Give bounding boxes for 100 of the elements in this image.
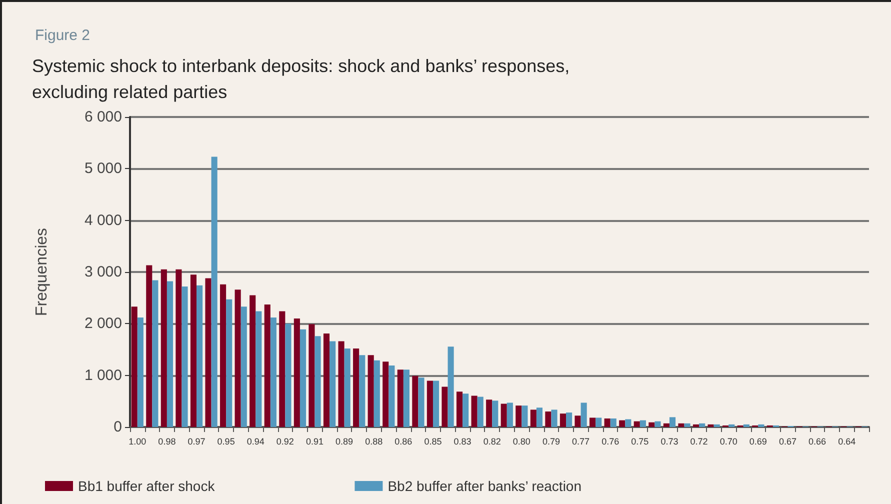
bar: [294, 318, 300, 427]
bar: [442, 386, 448, 427]
bar: [619, 420, 626, 427]
x-tick-label: 0.79: [542, 436, 560, 446]
x-tick-label: 0.86: [394, 436, 412, 446]
bar: [388, 366, 395, 427]
bar: [432, 380, 440, 427]
x-tick-label: 0.77: [572, 436, 590, 446]
bar: [418, 378, 424, 427]
x-tick-label: 0.66: [808, 436, 826, 446]
bar: [300, 329, 306, 427]
bar: [211, 156, 218, 427]
x-tick-label: 0.92: [276, 436, 294, 446]
x-tick-label: 0.69: [749, 436, 767, 446]
bar: [699, 423, 706, 427]
bar: [382, 362, 389, 427]
bar: [516, 406, 522, 427]
bar: [359, 355, 366, 427]
bar: [743, 424, 750, 427]
bar: [456, 392, 463, 427]
bar: [279, 311, 286, 427]
x-tick-label: 0.91: [306, 436, 324, 446]
bar: [566, 412, 572, 427]
bar: [471, 396, 478, 427]
bar: [160, 269, 167, 427]
bar: [448, 346, 454, 427]
bar: [648, 422, 655, 427]
bar: [240, 306, 247, 427]
bar: [374, 360, 380, 427]
bar: [190, 274, 197, 427]
bar: [166, 281, 174, 427]
chart-title: Systemic shock to interbank deposits: shock and banks’ responses, excluding related parties: [32, 56, 570, 102]
y-tick-label: 3 000: [84, 264, 122, 280]
bar: [308, 324, 315, 427]
x-tick-label: 0.80: [512, 436, 530, 446]
bar: [574, 416, 581, 427]
y-tick-label: 6 000: [84, 108, 122, 126]
bar: [604, 418, 610, 427]
bar: [610, 418, 616, 427]
x-tick-label: 0.72: [690, 436, 708, 446]
y-tick-label: 1 000: [84, 366, 122, 384]
x-tick-label: 0.67: [778, 436, 796, 446]
bar: [477, 396, 484, 427]
x-tick-label: 0.89: [336, 436, 354, 446]
bar: [684, 423, 690, 427]
bar: [580, 402, 587, 427]
bar: [234, 290, 241, 427]
bar: [131, 306, 138, 427]
bar: [137, 317, 144, 427]
bar: [152, 280, 158, 427]
x-tick-label: 0.94: [246, 436, 264, 446]
bar: [344, 348, 350, 427]
y-axis-title: Frequencies: [34, 228, 50, 316]
bar: [560, 414, 566, 427]
bar: [678, 423, 684, 427]
bar: [182, 286, 188, 427]
bar: [625, 419, 632, 427]
x-tick-label: 0.76: [602, 436, 620, 446]
x-tick-label: 0.85: [424, 436, 442, 446]
legend-label: Bb2 buffer after banks’ reaction: [388, 478, 582, 494]
x-tick-label: 0.83: [454, 436, 472, 446]
bar: [530, 410, 536, 427]
bar: [492, 400, 498, 427]
bar: [146, 265, 152, 427]
bar: [176, 269, 182, 427]
x-tick-label: 0.64: [838, 436, 856, 446]
y-tick-label: 5 000: [84, 160, 122, 178]
bar: [250, 295, 256, 427]
x-tick-label: 0.98: [158, 436, 176, 446]
x-tick-label: 0.95: [217, 436, 235, 446]
bar: [714, 424, 720, 427]
x-tick-label: 1.00: [128, 436, 146, 446]
x-tick-label: 0.73: [660, 436, 678, 446]
bar: [270, 317, 276, 427]
bar: [314, 336, 321, 427]
bar: [500, 404, 507, 427]
y-tick-label: 2 000: [84, 315, 122, 332]
bar: [634, 421, 640, 427]
bar: [506, 402, 513, 427]
bar: [640, 420, 646, 427]
bar: [486, 400, 492, 427]
bar: [758, 424, 764, 427]
bar: [536, 408, 543, 427]
bar: [692, 424, 700, 427]
bar: [590, 418, 596, 427]
bar: [551, 410, 558, 427]
bar: [426, 380, 433, 427]
bar: [285, 324, 292, 427]
bar: [353, 348, 360, 427]
bar: [596, 418, 602, 427]
legend-label: Bb1 buffer after shock: [78, 478, 216, 494]
bar: [728, 424, 735, 427]
bar: [708, 424, 714, 427]
bar: [669, 417, 676, 427]
bar: [654, 421, 661, 427]
x-tick-label: 0.82: [483, 436, 501, 446]
bar: [205, 278, 212, 427]
bar: [663, 423, 670, 427]
bar: [264, 304, 270, 427]
bar: [323, 333, 330, 427]
